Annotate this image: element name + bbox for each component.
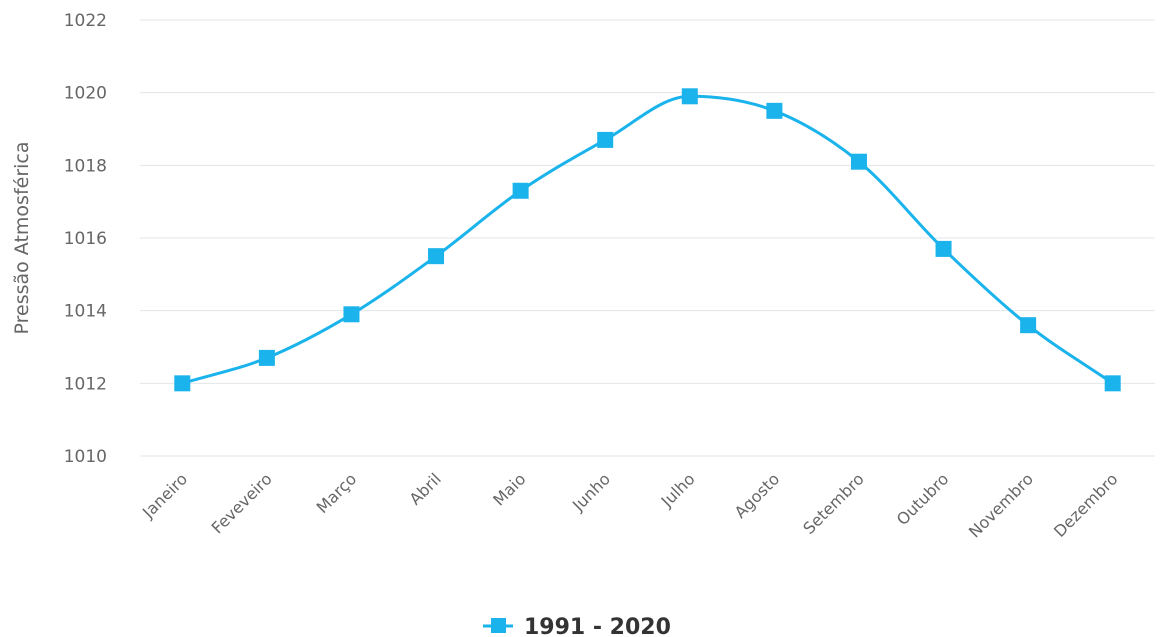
series-line — [181, 94, 1114, 385]
x-tick-label: Feveveiro — [208, 469, 276, 537]
series-layer — [174, 88, 1121, 392]
y-tick-label: 1016 — [64, 229, 107, 249]
x-tick-label: Abril — [406, 469, 445, 508]
data-point-marker[interactable] — [597, 131, 614, 148]
y-tick-label: 1010 — [64, 447, 107, 467]
data-point-marker[interactable] — [681, 88, 698, 105]
x-tick-label: Dezembro — [1050, 469, 1122, 541]
y-tick-label: 1022 — [64, 11, 107, 31]
data-point-marker[interactable] — [343, 306, 360, 323]
data-point-marker[interactable] — [766, 102, 783, 119]
legend-label[interactable]: 1991 - 2020 — [524, 615, 671, 637]
x-axis-ticks: Janeiro Feveveiro Março Abril Maio Junho Julho… — [138, 469, 1121, 541]
data-point-marker[interactable] — [512, 182, 529, 199]
x-tick-label: Outubro — [893, 469, 953, 529]
x-tick-label: Maio — [489, 469, 529, 509]
data-point-marker[interactable] — [1104, 375, 1121, 392]
y-tick-label: 1020 — [64, 84, 107, 104]
x-tick-label: Março — [313, 469, 361, 517]
grid-lines — [140, 19, 1155, 457]
y-tick-label: 1018 — [64, 156, 107, 176]
y-tick-label: 1012 — [64, 374, 107, 394]
legend[interactable]: 1991 - 2020 — [483, 615, 671, 637]
x-tick-label: Janeiro — [138, 469, 191, 522]
x-tick-label: Julho — [657, 469, 699, 511]
y-tick-label: 1014 — [64, 302, 107, 322]
legend-square-marker-icon — [491, 618, 506, 633]
x-tick-label: Novembro — [965, 469, 1037, 541]
y-axis-ticks: 1010 1012 1014 1016 1018 1020 1022 — [64, 11, 107, 467]
data-point-marker[interactable] — [174, 375, 191, 392]
data-point-marker[interactable] — [935, 240, 952, 257]
x-tick-label: Agosto — [731, 469, 784, 522]
data-point-marker[interactable] — [1020, 317, 1037, 334]
x-tick-label: Setembro — [799, 469, 868, 538]
data-point-marker[interactable] — [850, 153, 867, 170]
data-point-marker[interactable] — [258, 349, 275, 366]
data-point-marker[interactable] — [428, 248, 445, 265]
y-axis-title: Pressão Atmosférica — [11, 141, 33, 334]
x-tick-label: Junho — [568, 469, 614, 515]
